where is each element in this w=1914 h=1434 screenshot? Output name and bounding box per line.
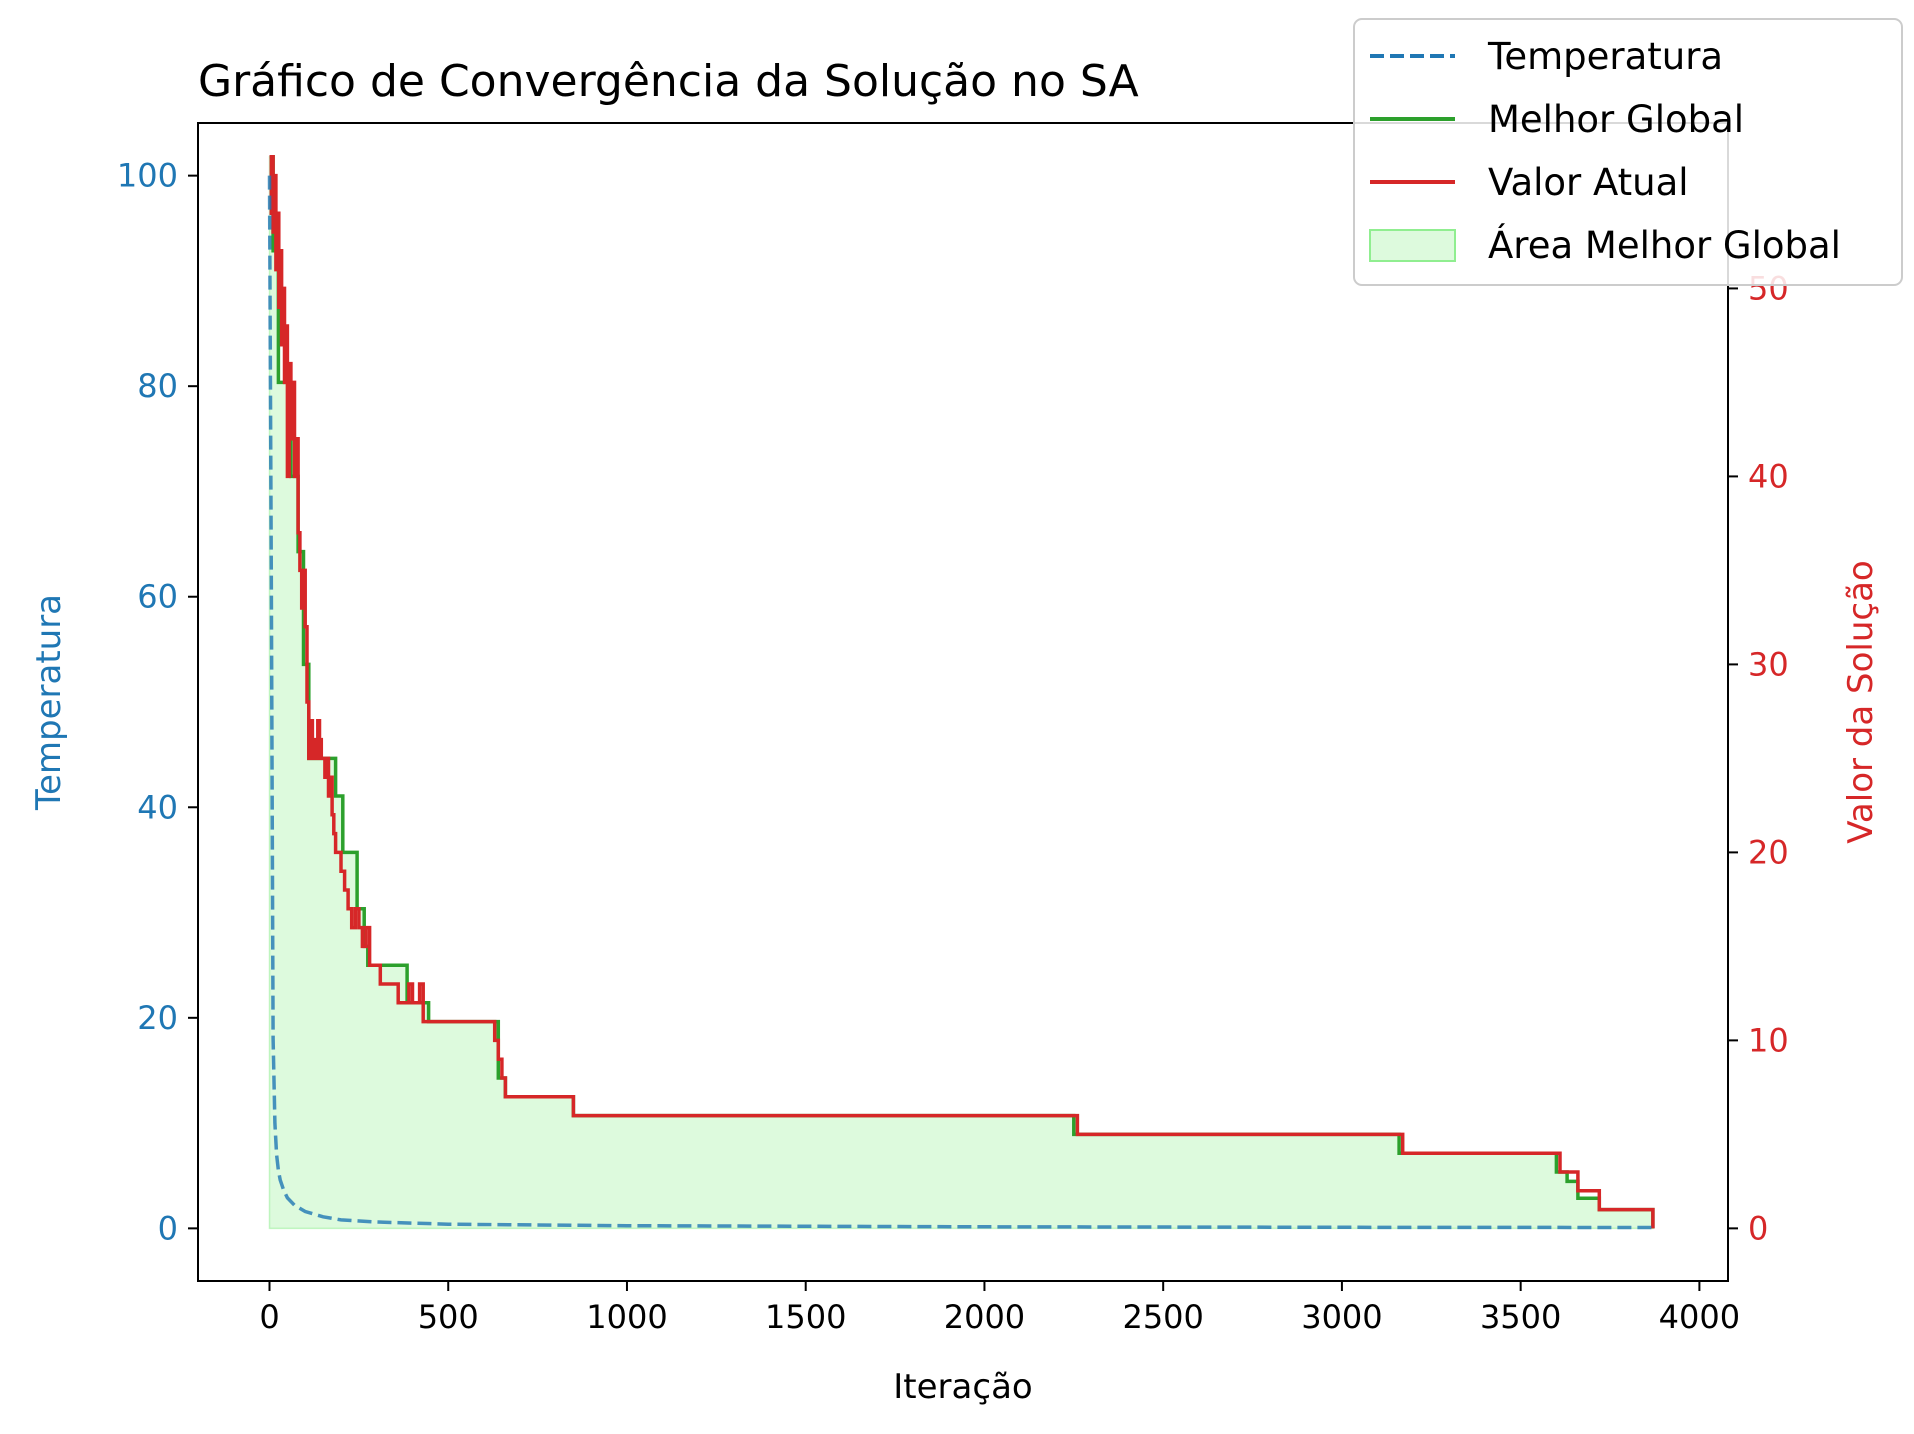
legend-valor-atual-label: Valor Atual: [1488, 161, 1689, 204]
legend-area-swatch: [1369, 229, 1456, 262]
x-tick-label: 4000: [1659, 1298, 1740, 1336]
y-left-tick-label: 80: [137, 367, 178, 405]
x-tick-label: 1000: [586, 1298, 667, 1336]
x-tick-label: 3000: [1301, 1298, 1382, 1336]
series-layer: [267, 155, 1657, 1230]
y-left-axis-label: Temperatura: [29, 594, 69, 811]
x-tick-label: 3500: [1480, 1298, 1561, 1336]
legend-temperatura-label: Temperatura: [1487, 35, 1723, 78]
x-tick-label: 0: [259, 1298, 279, 1336]
legend-melhor-global-label: Melhor Global: [1488, 98, 1744, 141]
y-right-tick-label: 20: [1748, 833, 1789, 871]
series-temperatura-line: [267, 175, 1657, 1230]
legend: Temperatura Melhor Global Valor Atual Ár…: [1353, 18, 1903, 286]
y-left-tick-label: 40: [137, 788, 178, 826]
y-right-tick-label: 0: [1748, 1209, 1768, 1247]
series-valor-atual-line: [269, 155, 1655, 1229]
y-right-tick-label: 30: [1748, 645, 1789, 683]
y-left-tick-label: 100: [117, 157, 178, 195]
plot-frame: [197, 122, 1729, 1282]
y-right-tick-label: 10: [1748, 1021, 1789, 1059]
y-left-tick-label: 20: [137, 999, 178, 1037]
x-axis-ticks: 0 500 1000 1500 2000 2500 3000 3500 4000: [259, 1281, 1740, 1336]
y-left-tick-label: 60: [137, 578, 178, 616]
legend-box: [1353, 18, 1903, 286]
chart-title: Gráfico de Convergência da Solução no SA: [198, 56, 1139, 107]
x-tick-label: 2500: [1122, 1298, 1203, 1336]
x-tick-label: 1500: [765, 1298, 846, 1336]
y-right-axis-label: Valor da Solução: [1841, 560, 1881, 843]
y-right-tick-label: 40: [1748, 457, 1789, 495]
legend-area-label: Área Melhor Global: [1488, 223, 1841, 267]
x-tick-label: 500: [418, 1298, 479, 1336]
x-axis-label: Iteração: [893, 1367, 1032, 1407]
y-left-tick-label: 0: [158, 1209, 178, 1247]
x-tick-label: 2000: [944, 1298, 1025, 1336]
y-left-axis-ticks: 0 20 40 60 80 100: [117, 157, 198, 1247]
